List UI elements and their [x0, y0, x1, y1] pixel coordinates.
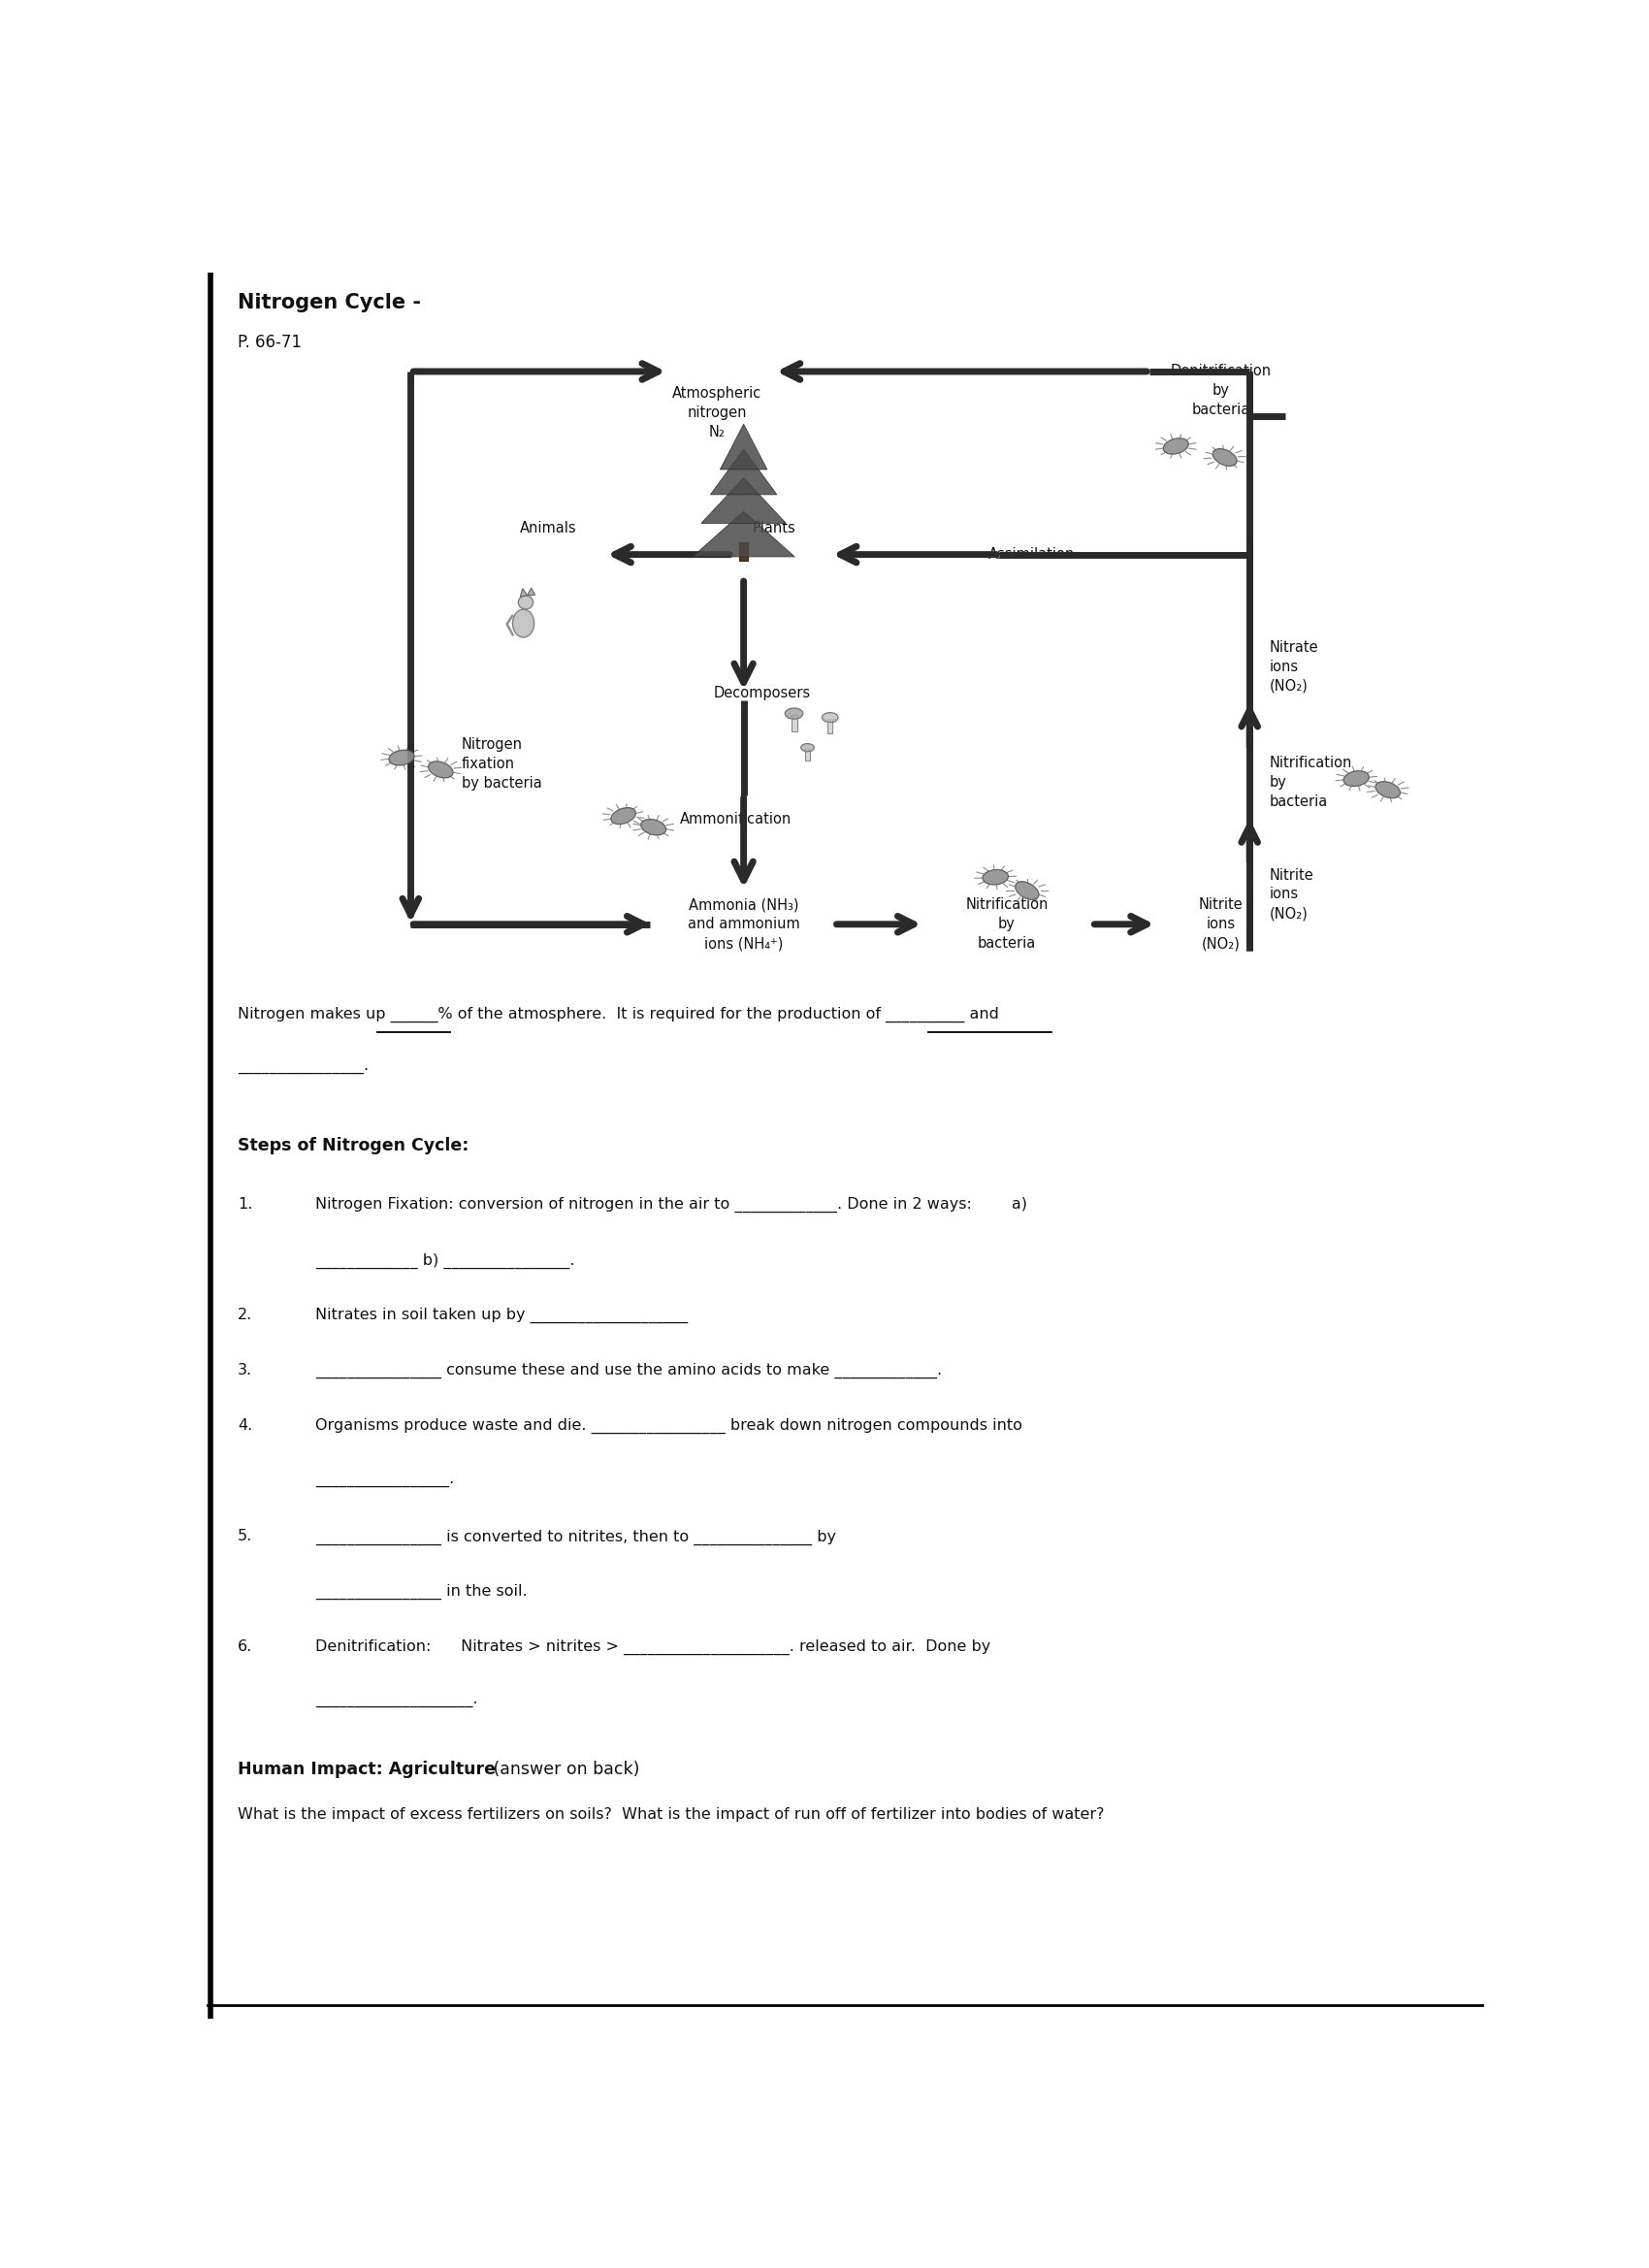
Text: Nitrification
by
bacteria: Nitrification by bacteria: [965, 898, 1049, 950]
Bar: [828, 719, 833, 733]
Ellipse shape: [785, 708, 803, 719]
Bar: [739, 542, 747, 560]
Text: Atmospheric
nitrogen
N₂: Atmospheric nitrogen N₂: [673, 386, 762, 440]
Text: 5.: 5.: [237, 1529, 252, 1545]
Polygon shape: [519, 587, 528, 596]
Bar: [805, 748, 810, 760]
Text: Nitrate
ions
(NO₂): Nitrate ions (NO₂): [1270, 640, 1319, 694]
Text: ________________.: ________________.: [237, 1059, 369, 1075]
Text: Nitrite
ions
(NO₂): Nitrite ions (NO₂): [1199, 898, 1243, 950]
Ellipse shape: [429, 762, 453, 778]
Polygon shape: [528, 587, 534, 596]
Polygon shape: [701, 479, 787, 524]
Text: ________________ is converted to nitrites, then to _______________ by: ________________ is converted to nitrite…: [315, 1529, 836, 1545]
Text: Nitrogen
fixation
by bacteria: Nitrogen fixation by bacteria: [462, 737, 543, 789]
Text: Denitrification:      Nitrates > nitrites > _____________________. released to a: Denitrification: Nitrates > nitrites > _…: [315, 1640, 991, 1656]
Text: Assimilation: Assimilation: [988, 547, 1075, 562]
Text: 2.: 2.: [237, 1306, 252, 1322]
Ellipse shape: [641, 819, 666, 835]
Text: 4.: 4.: [237, 1418, 252, 1433]
Text: Plants: Plants: [752, 522, 795, 535]
Text: ________________ consume these and use the amino acids to make _____________.: ________________ consume these and use t…: [315, 1363, 942, 1379]
Text: Nitrates in soil taken up by ____________________: Nitrates in soil taken up by ___________…: [315, 1306, 688, 1322]
Text: ________________ in the soil.: ________________ in the soil.: [315, 1583, 528, 1599]
Text: Ammonification: Ammonification: [679, 812, 792, 828]
Text: Denitrification
by
bacteria: Denitrification by bacteria: [1171, 363, 1271, 417]
Text: Nitrogen Cycle -: Nitrogen Cycle -: [237, 293, 420, 313]
Text: (answer on back): (answer on back): [488, 1760, 640, 1778]
Ellipse shape: [801, 744, 815, 751]
Text: Nitrification
by
bacteria: Nitrification by bacteria: [1270, 755, 1352, 810]
Ellipse shape: [1212, 449, 1237, 465]
Text: _____________ b) ________________.: _____________ b) ________________.: [315, 1252, 574, 1268]
Ellipse shape: [1016, 882, 1039, 900]
Text: Nitrite
ions
(NO₂): Nitrite ions (NO₂): [1270, 869, 1314, 921]
Text: 1.: 1.: [237, 1198, 252, 1211]
Ellipse shape: [389, 751, 414, 764]
Text: Decomposers: Decomposers: [714, 685, 811, 701]
Polygon shape: [693, 510, 795, 556]
Ellipse shape: [983, 869, 1008, 885]
Ellipse shape: [513, 610, 534, 637]
Ellipse shape: [823, 712, 838, 721]
Text: 3.: 3.: [237, 1363, 252, 1377]
Text: P. 66-71: P. 66-71: [237, 333, 302, 352]
Ellipse shape: [1375, 782, 1400, 798]
Bar: [792, 714, 796, 730]
Polygon shape: [721, 424, 767, 469]
Text: _________________.: _________________.: [315, 1474, 453, 1488]
Text: Human Impact: Agriculture: Human Impact: Agriculture: [237, 1760, 496, 1778]
Ellipse shape: [612, 807, 637, 823]
Text: 6.: 6.: [237, 1640, 252, 1653]
Ellipse shape: [1163, 438, 1189, 454]
Text: Nitrogen Fixation: conversion of nitrogen in the air to _____________. Done in 2: Nitrogen Fixation: conversion of nitroge…: [315, 1198, 1027, 1213]
Polygon shape: [711, 449, 777, 494]
Text: Organisms produce waste and die. _________________ break down nitrogen compounds: Organisms produce waste and die. _______…: [315, 1418, 1022, 1433]
Text: Ammonia (NH₃)
and ammonium
ions (NH₄⁺): Ammonia (NH₃) and ammonium ions (NH₄⁺): [688, 898, 800, 950]
Text: Animals: Animals: [519, 522, 577, 535]
Text: What is the impact of excess fertilizers on soils?  What is the impact of run of: What is the impact of excess fertilizers…: [237, 1808, 1105, 1821]
Text: Nitrogen makes up ______% of the atmosphere.  It is required for the production : Nitrogen makes up ______% of the atmosph…: [237, 1007, 999, 1023]
Text: Steps of Nitrogen Cycle:: Steps of Nitrogen Cycle:: [237, 1136, 468, 1154]
Ellipse shape: [1344, 771, 1369, 787]
Text: ____________________.: ____________________.: [315, 1694, 478, 1708]
Ellipse shape: [518, 596, 533, 610]
